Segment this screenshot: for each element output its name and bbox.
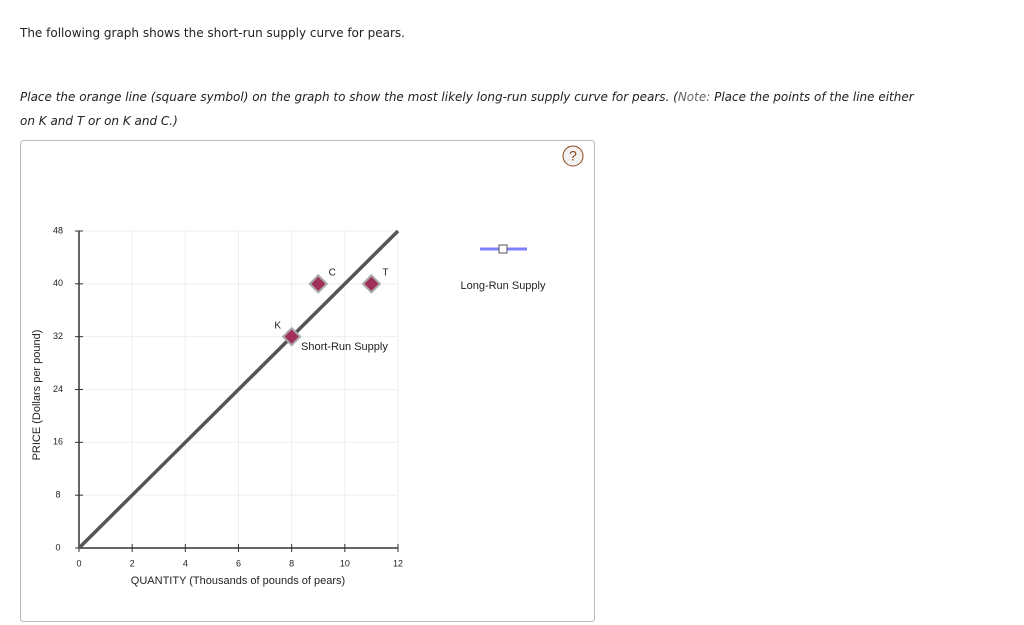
help-icon[interactable] bbox=[562, 145, 584, 167]
question-intro: The following graph shows the short-run … bbox=[20, 26, 405, 40]
point-label: C bbox=[329, 267, 336, 278]
panel bbox=[20, 140, 595, 622]
x-tick-label: 12 bbox=[393, 558, 403, 568]
note-text: Place the points of the line either on K… bbox=[20, 90, 914, 128]
y-tick-label: 8 bbox=[55, 490, 60, 500]
question-task: Place the orange line (square symbol) on… bbox=[20, 85, 920, 133]
x-tick-label: 10 bbox=[340, 558, 350, 568]
tool-marker[interactable] bbox=[498, 244, 508, 254]
note-label: Note: bbox=[677, 90, 711, 104]
series-label: Short-Run Supply bbox=[301, 341, 388, 353]
point-label: K bbox=[274, 320, 281, 331]
x-tick-label: 8 bbox=[289, 558, 294, 568]
task-text: Place the orange line (square symbol) on… bbox=[20, 90, 678, 104]
supply-line bbox=[77, 229, 400, 550]
point bbox=[281, 326, 302, 347]
y-tick-label: 32 bbox=[53, 331, 63, 341]
point-label: T bbox=[382, 267, 388, 278]
x-tick-label: 0 bbox=[76, 558, 81, 568]
tool-label[interactable]: Long-Run Supply bbox=[460, 280, 546, 292]
x-tick-label: 2 bbox=[130, 558, 135, 568]
y-axis-label: PRICE (Dollars per pound) bbox=[31, 330, 43, 461]
help-icon-text[interactable]: ? bbox=[569, 148, 577, 164]
y-tick-label: 48 bbox=[53, 225, 63, 235]
x-axis-label: QUANTITY (Thousands of pounds of pears) bbox=[131, 575, 345, 587]
y-tick-label: 16 bbox=[53, 437, 63, 447]
y-tick-label: 24 bbox=[53, 384, 63, 394]
y-tick-label: 0 bbox=[55, 542, 60, 552]
point bbox=[308, 273, 329, 294]
point bbox=[361, 273, 382, 294]
x-tick-label: 6 bbox=[236, 558, 241, 568]
x-tick-label: 4 bbox=[183, 558, 188, 568]
y-tick-label: 40 bbox=[53, 278, 63, 288]
